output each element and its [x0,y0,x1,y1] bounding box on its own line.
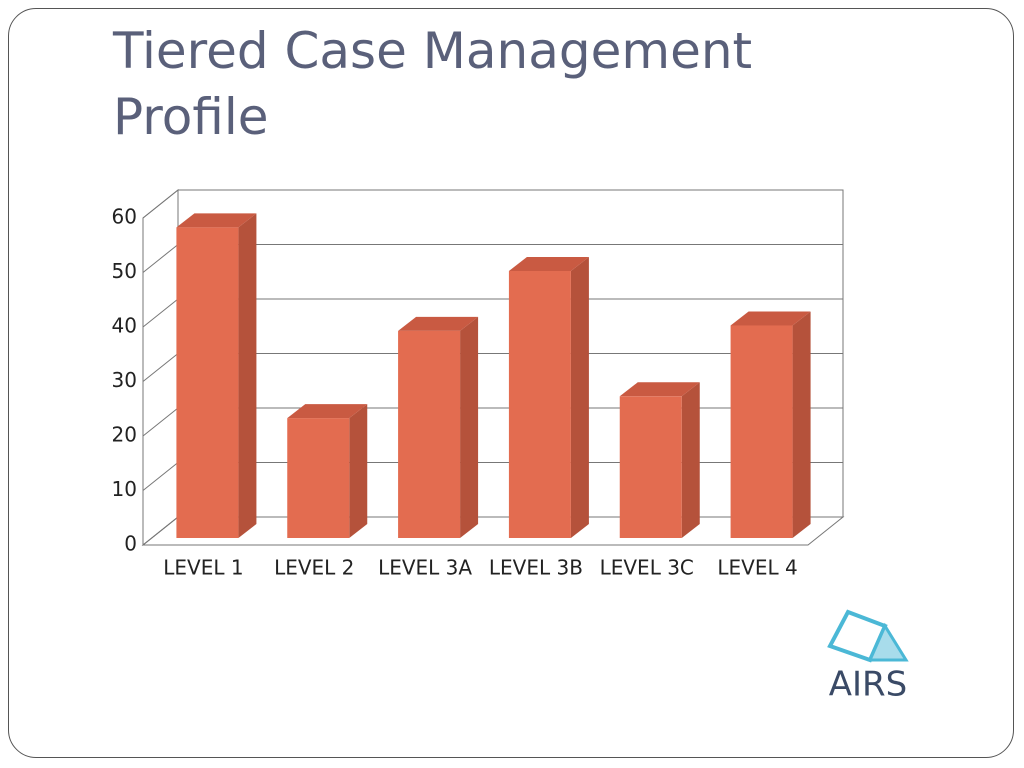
slide-frame [8,8,1014,758]
bar [508,270,571,538]
bar [176,227,239,538]
bar-top [619,382,700,397]
x-tick-label: LEVEL 3C [600,556,694,580]
bar [287,418,350,538]
logo-text: AIRS [829,665,908,705]
y-tick-label: 60 [112,205,137,229]
bar-side [349,404,368,538]
x-tick-label: LEVEL 2 [274,556,354,580]
bar-side [460,316,479,538]
y-tick-label: 0 [124,532,137,556]
grid-line [142,189,179,219]
grid-line [142,407,179,437]
x-tick-label: LEVEL 3A [378,556,472,580]
bar-top [508,256,589,271]
y-tick-label: 40 [112,314,137,338]
bar [619,396,682,538]
bar-side [792,311,811,538]
grid-line [142,462,179,491]
bar [398,330,461,538]
logo: AIRS [827,609,909,705]
bar-side [238,213,257,538]
bar-top [398,316,479,331]
bar-top [176,213,257,228]
logo-shape [867,622,909,662]
y-tick-label: 20 [112,423,137,447]
y-tick-label: 50 [112,259,137,283]
x-tick-label: LEVEL 1 [163,556,243,580]
bar-side [681,382,700,538]
grid-line [142,516,179,546]
bar-top [730,311,811,326]
y-tick-label: 10 [112,477,137,501]
x-tick-label: LEVEL 3B [489,556,583,580]
grid-line [142,353,179,382]
chart-title: Tiered Case Management Profile [113,22,753,146]
bar-top [287,404,368,419]
y-tick-label: 30 [112,368,137,392]
x-tick-label: LEVEL 4 [717,556,797,580]
bar [730,325,793,538]
grid-line [142,244,179,273]
bar-side [570,256,589,538]
grid-line [142,298,179,328]
